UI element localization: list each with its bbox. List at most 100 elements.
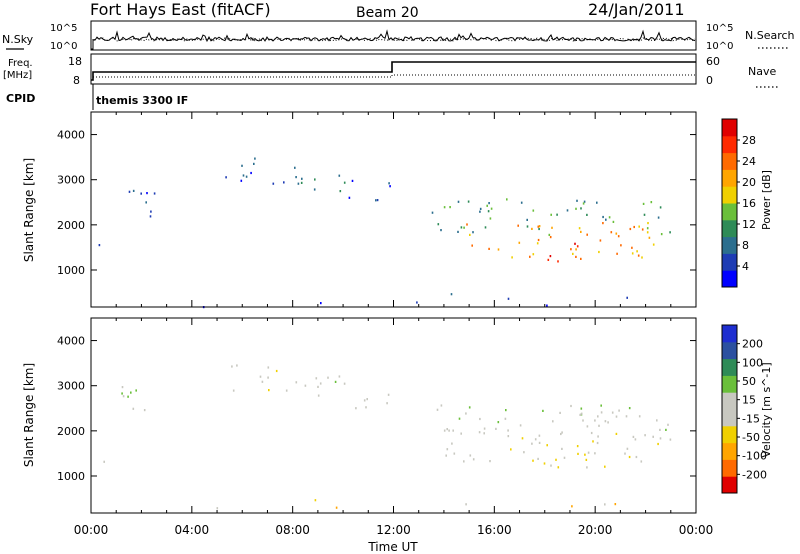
colorbar-tick-label: -100 (742, 450, 767, 463)
x-tick-label: 00:00 (74, 523, 109, 537)
scatter-cell (232, 389, 235, 392)
freq-tick-bottom: 8 (73, 74, 80, 87)
y-tick-label: 3000 (57, 174, 85, 187)
y-tick-label: 2000 (57, 219, 85, 232)
scatter-cell (127, 395, 129, 398)
scatter-cell (538, 434, 541, 437)
scatter-cell (443, 206, 446, 209)
scatter-cell (313, 188, 316, 191)
scatter-cell (375, 199, 377, 202)
scatter-cell (521, 437, 524, 440)
scatter-cell (240, 179, 243, 182)
scatter-cell (231, 365, 233, 368)
scatter-cell (338, 375, 341, 378)
colorbar-tick-label: 20 (742, 176, 756, 189)
colorbar-tick-label: 200 (742, 338, 763, 351)
scatter-cell (596, 201, 598, 204)
scatter-cell (450, 293, 453, 296)
scatter-cell (343, 382, 346, 385)
x-tick-label: 12:00 (376, 523, 411, 537)
scatter-cell (586, 466, 588, 469)
scatter-cell (592, 440, 594, 443)
scatter-cell (132, 407, 135, 410)
freq-panel (90, 53, 697, 85)
scatter-cell (628, 455, 631, 459)
beam-label: Beam 20 (356, 5, 419, 21)
colorbar-tick-label: 4 (742, 260, 749, 273)
scatter-cell (463, 226, 465, 229)
scatter-cell (542, 409, 544, 412)
scatter-cell (150, 210, 152, 213)
scatter-cell (557, 466, 560, 469)
scatter-cell (386, 402, 388, 405)
colorbar-tick-label: -15 (742, 412, 760, 425)
scatter-cell (216, 507, 219, 510)
colorbar-tick-label: 50 (742, 375, 756, 388)
x-tick-label: 00:00 (679, 523, 714, 537)
scatter-cell (314, 178, 316, 181)
scatter-cell (656, 419, 658, 422)
freq-trace (91, 61, 696, 81)
x-tick-label: 08:00 (275, 523, 310, 537)
y-tick-label: 4000 (57, 335, 85, 348)
scatter-cell (319, 382, 322, 385)
scatter-cell (479, 210, 481, 213)
scatter-cell (555, 458, 557, 461)
scatter-cell (552, 420, 554, 423)
cpid-label: CPID (6, 92, 35, 105)
power-axes: 1000 2000 3000 4000 (57, 112, 697, 307)
scatter-cell (488, 247, 490, 250)
scatter-cell (436, 408, 439, 411)
scatter-cell (351, 179, 354, 182)
scatter-cell (582, 419, 584, 422)
scatter-cell (497, 248, 500, 251)
scatter-cell (483, 432, 485, 435)
scatter-cell (580, 257, 582, 260)
scatter-cell (550, 213, 552, 216)
scatter-cell (579, 413, 581, 416)
scatter-cell (580, 412, 583, 415)
scatter-cell (526, 225, 529, 228)
colorbar-tick-label: 16 (742, 197, 756, 210)
scatter-cell (446, 448, 449, 451)
scatter-cell (259, 375, 262, 378)
colorbar-swatch (722, 425, 737, 444)
scatter-cell (665, 428, 667, 431)
colorbar-tick-label: 12 (742, 218, 756, 231)
scatter-cell (489, 217, 492, 220)
freq-unit: [MHz] (3, 70, 32, 81)
scatter-cell (437, 223, 440, 226)
nsky-label: N.Sky (2, 33, 34, 46)
scatter-cell (388, 182, 390, 185)
scatter-cell (576, 445, 579, 448)
scatter-cell (594, 452, 596, 455)
scatter-cell (641, 256, 643, 259)
scatter-cell (575, 255, 577, 258)
velocity-scatter (103, 364, 672, 510)
scatter-cell (348, 196, 351, 199)
scatter-cell (580, 207, 582, 210)
scatter-cell (543, 462, 546, 465)
scatter-cell (584, 453, 586, 456)
scatter-cell (561, 447, 563, 450)
scatter-cell (267, 366, 270, 369)
scatter-cell (648, 236, 651, 239)
velocity-ylabel: Slant Range [km] (22, 363, 36, 467)
scatter-cell (615, 232, 618, 235)
scatter-cell (449, 206, 451, 209)
colorbar-swatch (722, 358, 737, 376)
scatter-cell (317, 394, 320, 397)
scatter-cell (507, 297, 510, 300)
colorbar-swatch (722, 219, 737, 238)
scatter-cell (469, 233, 471, 236)
colorbar-swatch (722, 476, 737, 494)
scatter-cell (295, 176, 297, 179)
scatter-cell (472, 231, 474, 234)
scatter-cell (574, 242, 576, 245)
scatter-cell (616, 252, 618, 255)
scatter-cell (457, 200, 460, 203)
scatter-cell (626, 296, 628, 299)
scatter-cell (532, 459, 534, 462)
scatter-cell (615, 415, 618, 418)
scatter-cell (667, 423, 669, 426)
